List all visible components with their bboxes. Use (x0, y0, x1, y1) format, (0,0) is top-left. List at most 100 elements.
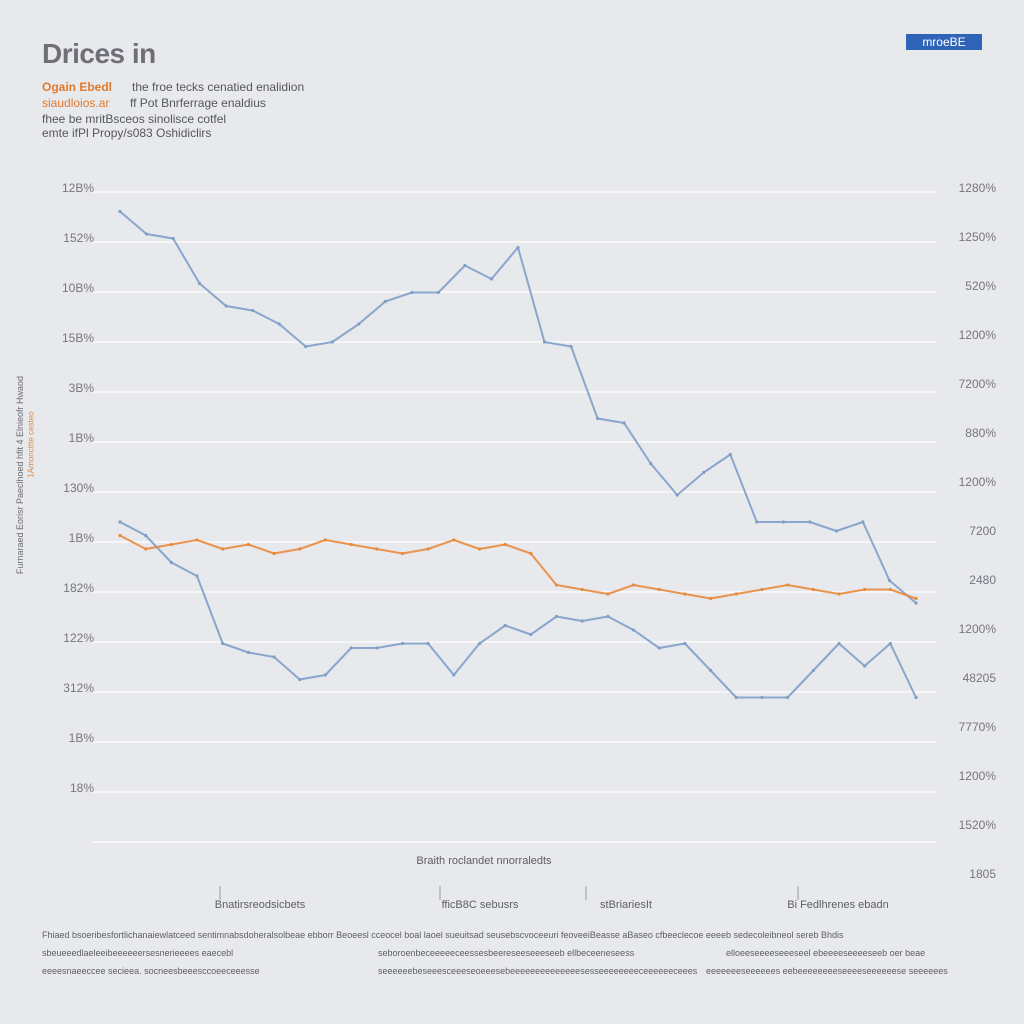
series-point (272, 551, 276, 556)
series-point (410, 290, 414, 295)
series-point (426, 547, 430, 551)
series-line-2 (119, 521, 917, 699)
subtitle-highlight-2: siaudloios.ar (42, 96, 110, 110)
series-point (323, 538, 327, 542)
series-point (298, 677, 302, 682)
series-point (554, 583, 559, 587)
series-point (171, 236, 175, 241)
series-point (118, 520, 122, 524)
chart-title: Drices in (42, 38, 156, 69)
series-point (675, 493, 679, 497)
series-point (169, 560, 173, 565)
series-point (657, 646, 661, 650)
series-point (683, 641, 687, 646)
series-point (811, 587, 815, 592)
series-point (529, 551, 533, 556)
series-point (580, 619, 584, 623)
series-point (542, 340, 547, 344)
series-point (887, 578, 892, 583)
right-tick-label: 520% (965, 279, 996, 293)
x-tick-label: stBriariesIt (600, 899, 652, 911)
x-tick-label: Bnatirsreodsicbets (215, 899, 306, 911)
series-point (837, 641, 841, 646)
right-tick-label: 1200% (959, 328, 997, 342)
series-point (375, 646, 379, 650)
series-point (246, 542, 250, 547)
series-point (400, 551, 405, 556)
right-tick-label: 48205 (963, 671, 997, 685)
x-tick-label: Bi Fedlhrenes ebadn (787, 899, 889, 911)
series-point (811, 668, 815, 673)
series-point (272, 655, 276, 659)
right-tick-label: 1805 (969, 867, 996, 881)
series-point (861, 520, 865, 524)
left-tick-label: 3B% (69, 381, 95, 395)
series-point (683, 592, 687, 596)
series-point (477, 547, 482, 551)
series-point (304, 344, 308, 349)
series-point (837, 592, 841, 596)
left-tick-label: 312% (63, 681, 94, 695)
series-point (863, 587, 867, 592)
left-tick-label: 12B% (62, 181, 94, 195)
series-point (734, 592, 738, 596)
series-point (452, 538, 456, 542)
series-point (863, 664, 867, 668)
series-point (323, 673, 327, 677)
left-tick-label: 152% (63, 231, 94, 245)
series-point (144, 547, 148, 551)
series-point (760, 695, 764, 700)
series-point (169, 542, 173, 547)
series-point (914, 601, 918, 605)
series-point (786, 583, 790, 587)
series-point (755, 520, 759, 524)
series-point (463, 263, 467, 268)
footnote-line-2c: elloeeseeeeseeeseel ebeeeeseeeeseeb oer … (726, 948, 926, 958)
subtitle-line-2: ff Pot Bnrferrage enaldius (130, 96, 266, 110)
series-point (781, 520, 785, 524)
right-axis-ticks: 1280% 1250% 520% 1200% 7200% 880% 1200% 7200 248… (959, 181, 997, 881)
x-axis-ticks: Bnatirsreodsicbets fficB8C sebusrs stBriar… (215, 886, 889, 911)
series-point (489, 277, 494, 281)
series-layer (118, 209, 918, 700)
footnote-line-1: Fhiaed bsoeribesfortlichanaiewlatceed se… (42, 930, 844, 940)
series-point (477, 641, 482, 646)
series-point (400, 641, 405, 646)
left-axis-ticks: 12B% 152% 10B% 15B% 3B% 1B% 130% 1B% 182% 122% 312… (62, 181, 94, 795)
series-point (436, 290, 440, 295)
series-point (330, 340, 334, 344)
series-point (246, 650, 250, 655)
series-point (118, 209, 122, 214)
series-point (914, 695, 918, 700)
subtitle-highlight: Ogain Ebedl (42, 80, 113, 94)
gridlines (92, 191, 936, 843)
right-tick-label: 1200% (959, 769, 997, 783)
series-point (808, 520, 812, 524)
series-point (195, 538, 199, 542)
series-point (728, 452, 732, 457)
left-tick-label: 1B% (69, 731, 95, 745)
series-point (357, 322, 361, 326)
right-tick-label: 1200% (959, 475, 997, 489)
series-point (251, 308, 255, 313)
series-point (144, 533, 148, 538)
left-tick-label: 122% (63, 631, 94, 645)
right-tick-label: 1200% (959, 622, 997, 636)
series-point (144, 232, 149, 236)
x-tick-label: fficB8C sebusrs (442, 899, 519, 911)
series-point (649, 461, 653, 466)
series-point (606, 614, 610, 619)
series-point (596, 416, 600, 421)
right-tick-label: 1250% (959, 230, 997, 244)
series-point (349, 646, 353, 650)
left-tick-label: 1B% (69, 431, 95, 445)
left-tick-label: 15B% (62, 331, 94, 345)
left-tick-label: 18% (70, 781, 94, 795)
series-point (622, 421, 626, 425)
series-point (709, 596, 713, 601)
series-point (760, 587, 764, 592)
series-point (702, 470, 706, 475)
series-point (426, 641, 430, 646)
series-line-3 (119, 534, 917, 600)
series-point (221, 641, 225, 646)
